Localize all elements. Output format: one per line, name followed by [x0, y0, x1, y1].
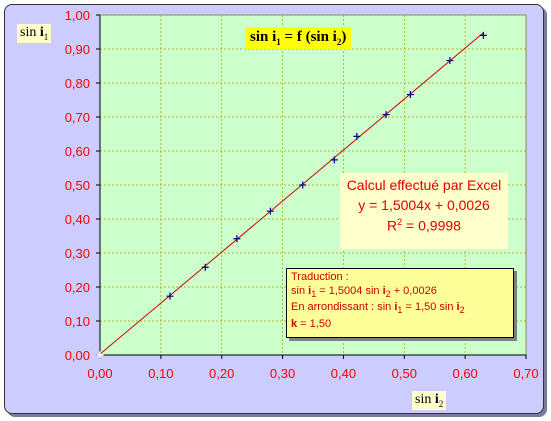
y-tick-label: 0,80 — [65, 76, 90, 91]
trendline — [99, 32, 484, 355]
data-point — [299, 181, 307, 189]
y-tick-label: 0,60 — [65, 144, 90, 159]
y-tick-label: 0,10 — [65, 314, 90, 329]
x-tick-label: 0,70 — [513, 366, 538, 381]
x-tick-label: 0,50 — [392, 366, 417, 381]
data-point — [330, 156, 338, 164]
x-tick-label: 0,40 — [331, 366, 356, 381]
y-tick-label: 0,70 — [65, 110, 90, 125]
chart-title: sin i1 = f (sin i2) — [245, 27, 352, 49]
y-tick-label: 0,20 — [65, 280, 90, 295]
x-tick-label: 0,60 — [452, 366, 477, 381]
data-point — [201, 263, 209, 271]
y-tick-label: 1,00 — [65, 8, 90, 23]
y-tick-label: 0,00 — [65, 348, 90, 363]
data-point — [353, 132, 361, 140]
k-value: k = 1,50 — [291, 317, 332, 330]
x-tick-label: 0,00 — [87, 366, 112, 381]
y-tick-label: 0,90 — [65, 42, 90, 57]
data-point — [446, 57, 454, 65]
y-tick-label: 0,50 — [65, 178, 90, 193]
data-point — [266, 207, 274, 215]
data-point — [406, 91, 414, 99]
regression-source: Calcul effectué par Excel — [346, 177, 502, 193]
x-axis-label: sin i2 — [412, 391, 447, 410]
y-axis-label: sin i1 — [17, 24, 52, 43]
x-tick-label: 0,10 — [148, 366, 173, 381]
data-point — [382, 111, 390, 119]
data-point — [479, 31, 487, 39]
data-point — [233, 235, 241, 243]
data-point — [166, 292, 174, 300]
x-tick-label: 0,30 — [270, 366, 295, 381]
translation-equation: sin i1 = 1,5004 sin i2 + 0,0026 — [291, 284, 437, 299]
regression-r2: R2 = 0,9998 — [387, 217, 461, 234]
translation-box: Traduction : sin i1 = 1,5004 sin i2 + 0,… — [286, 268, 514, 338]
rounded-equation: En arrondissant : sin i1 = 1,50 sin i2 — [291, 301, 465, 316]
regression-box: Calcul effectué par Excel y = 1,5004x + … — [340, 173, 508, 249]
translation-title: Traduction : — [291, 271, 349, 283]
regression-equation: y = 1,5004x + 0,0026 — [358, 197, 490, 213]
data-point — [96, 351, 104, 359]
y-tick-label: 0,40 — [65, 212, 90, 227]
x-tick-label: 0,20 — [209, 366, 234, 381]
y-tick-label: 0,30 — [65, 246, 90, 261]
